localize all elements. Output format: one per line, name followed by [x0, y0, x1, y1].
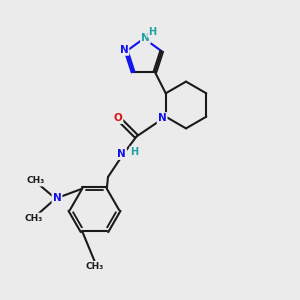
Text: H: H: [148, 27, 157, 37]
Text: CH₃: CH₃: [26, 176, 44, 185]
Text: O: O: [113, 113, 122, 123]
Text: N: N: [141, 33, 150, 43]
Text: CH₃: CH₃: [85, 262, 103, 271]
Text: N: N: [119, 45, 128, 55]
Text: CH₃: CH₃: [25, 214, 43, 223]
Text: H: H: [130, 147, 139, 157]
Text: N: N: [117, 149, 126, 159]
Text: N: N: [158, 113, 167, 123]
Text: N: N: [52, 193, 62, 203]
